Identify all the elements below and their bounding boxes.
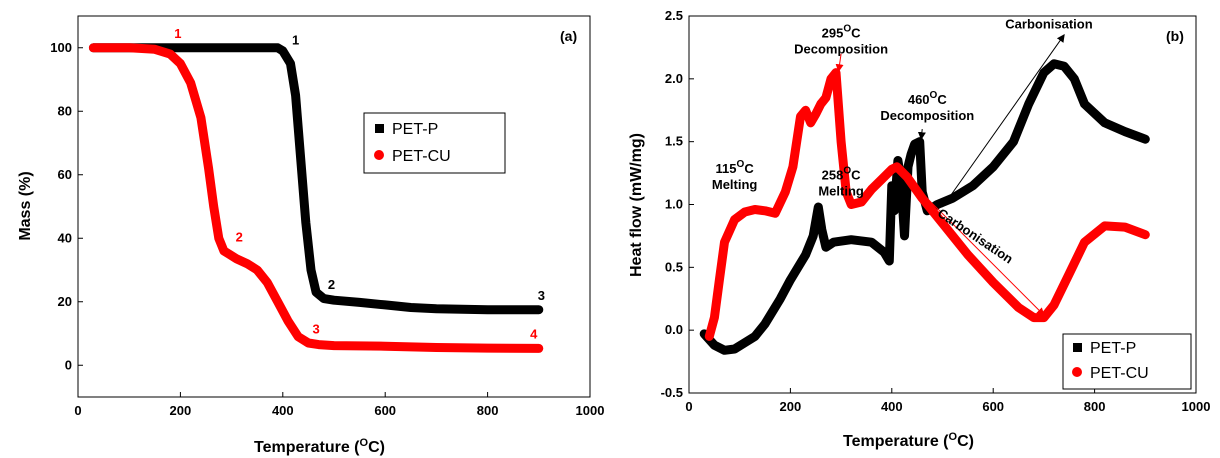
panel-b-y-axis-label: Heat flow (mW/mg): [628, 133, 645, 277]
x-tick-label: 0: [685, 399, 692, 414]
panel-a-legend-marker-pet-p: [375, 124, 384, 133]
panel-a-series: [88, 43, 544, 353]
panel-b-series: [699, 59, 1150, 355]
panel-b-arrows: [835, 34, 1065, 316]
panel-a-y-axis-label: Mass (%): [17, 171, 34, 240]
y-tick-label: 1.0: [665, 197, 683, 212]
panel-b-legend: PET-P PET-CU: [1062, 333, 1192, 390]
annotation-text-line2: Decomposition: [880, 108, 974, 123]
annotation-text: 115OC: [716, 159, 755, 176]
y-tick-label: 1.5: [665, 134, 683, 149]
panel-b-x-ticks: 0 200 400 600 800 1000: [685, 388, 1210, 414]
panel-b-x-axis-label: Temperature (OC): [843, 431, 974, 450]
y-tick-label: 20: [58, 294, 72, 309]
y-tick-label: 40: [58, 230, 72, 245]
y-tick-label: -0.5: [661, 385, 683, 400]
panel-a-tag: (a): [560, 28, 577, 44]
panel-a-legend-label-pet-cu: PET-CU: [392, 148, 451, 165]
x-tick-label: 200: [780, 399, 802, 414]
x-tick-label: 600: [982, 399, 1004, 414]
panel-a-point-labels: 1 2 3 1 2 3 4: [174, 26, 545, 341]
y-tick-label: 60: [58, 167, 72, 182]
x-tick-label: 800: [1084, 399, 1106, 414]
point-label: 3: [538, 288, 545, 303]
panel-b-tag: (b): [1166, 28, 1184, 44]
panel-a-legend: PET-P PET-CU: [363, 112, 506, 174]
annotation-text: 295OC: [822, 23, 861, 40]
panel-b-legend-box: [1062, 333, 1192, 390]
annotation-arrow: [942, 34, 1065, 208]
panel-a-y-ticks: 0 20 40 60 80 100: [50, 40, 83, 372]
x-tick-label: 800: [477, 403, 499, 418]
annotation-text-line2: Decomposition: [794, 41, 888, 56]
panel-b-legend-marker-pet-cu: [1072, 367, 1082, 377]
series-line-pet-cu: [704, 68, 1150, 341]
panel-a-x-axis-label: Temperature (OC): [254, 437, 385, 456]
panel-b-legend-marker-pet-p: [1073, 343, 1082, 352]
annotation-arrow: [835, 53, 844, 73]
series-line-pet-p: [88, 43, 544, 315]
y-tick-label: 2.5: [665, 8, 683, 23]
panel-a-x-axis-label-text: Temperature (: [254, 439, 360, 456]
panel-a-x-axis-label-sup: O: [360, 437, 369, 449]
x-tick-label: 400: [881, 399, 903, 414]
panel-b-x-axis-label-sup: O: [949, 431, 958, 443]
point-label: 3: [312, 322, 319, 337]
panel-b: 0 200 400 600 800 1000 -0.5 0.0 0.5 1.0 1.5 2.0 2.5…: [628, 8, 1210, 450]
x-tick-label: 0: [74, 403, 81, 418]
panel-b-x-axis-label-text: Temperature (: [843, 433, 949, 450]
panel-b-legend-label-pet-cu: PET-CU: [1090, 365, 1149, 382]
series-line-pet-cu: [88, 43, 544, 353]
point-label: 2: [236, 229, 243, 244]
panel-a-legend-box: [363, 112, 506, 174]
panel-a-legend-marker-pet-cu: [374, 150, 384, 160]
annotation-text: Carbonisation: [1005, 17, 1092, 32]
x-tick-label: 1000: [1182, 399, 1211, 414]
y-tick-label: 100: [50, 40, 72, 55]
y-tick-label: 0: [65, 357, 72, 372]
panel-a-legend-label-pet-p: PET-P: [392, 121, 438, 138]
panel-a-x-ticks: 0 200 400 600 800 1000: [74, 392, 604, 418]
annotation-text: 258OC: [822, 165, 861, 182]
point-label: 1: [292, 33, 299, 48]
annotation-text: 460OC: [908, 90, 947, 107]
x-tick-label: 200: [170, 403, 192, 418]
annotation-arrow: [917, 129, 926, 141]
x-tick-label: 1000: [576, 403, 605, 418]
panel-b-legend-label-pet-p: PET-P: [1090, 340, 1136, 357]
y-tick-label: 2.0: [665, 71, 683, 86]
point-label: 1: [174, 26, 181, 41]
point-label: 2: [328, 277, 335, 292]
annotation-arrow: [901, 172, 1045, 316]
y-tick-label: 0.0: [665, 322, 683, 337]
point-label: 4: [530, 326, 538, 341]
panel-a-frame: [77, 15, 591, 398]
annotation-text-line2: Melting: [712, 177, 758, 192]
y-tick-label: 0.5: [665, 259, 683, 274]
panel-a: 0 200 400 600 800 1000 0 20 40 60 80 100 1 2 3 1 2 3 4 (…: [17, 15, 604, 456]
y-tick-label: 80: [58, 103, 72, 118]
annotation-text-line2: Melting: [818, 183, 864, 198]
x-tick-label: 600: [374, 403, 396, 418]
x-tick-label: 400: [272, 403, 294, 418]
panel-b-x-axis-label-end: C): [957, 433, 974, 450]
panel-a-x-axis-label-end: C): [368, 439, 385, 456]
panel-b-y-ticks: -0.5 0.0 0.5 1.0 1.5 2.0 2.5: [661, 8, 694, 400]
